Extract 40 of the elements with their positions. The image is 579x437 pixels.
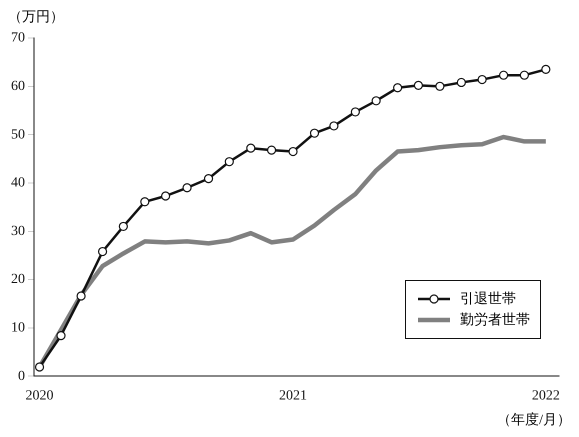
point — [246, 144, 256, 153]
point — [350, 107, 360, 117]
point — [520, 70, 529, 80]
point — [34, 362, 44, 372]
x-tick-label: 2021 — [279, 388, 308, 404]
point — [456, 78, 466, 88]
x-axis-title: （年度/月） — [497, 411, 571, 429]
y-axis-title: （万円） — [8, 9, 64, 26]
point — [310, 128, 320, 138]
point — [224, 157, 234, 166]
y-tick-label: 70 — [11, 30, 25, 46]
point — [140, 197, 150, 206]
y-tick-label: 20 — [11, 272, 25, 288]
point — [541, 64, 550, 74]
point — [56, 331, 66, 340]
y-tick-label: 50 — [11, 127, 25, 142]
point — [98, 246, 108, 256]
point — [414, 80, 423, 90]
point — [393, 83, 402, 92]
point — [478, 74, 487, 84]
x-tick-label: 2020 — [26, 388, 54, 404]
point — [182, 183, 192, 192]
point — [288, 146, 298, 156]
y-tick-label: 0 — [18, 368, 25, 384]
x-tick-label: 2022 — [532, 388, 560, 404]
point — [435, 82, 444, 91]
point — [204, 174, 214, 184]
point — [372, 96, 381, 106]
point — [266, 145, 276, 155]
y-tick-label: 60 — [11, 78, 25, 94]
y-tick-label: 40 — [11, 176, 25, 191]
point — [498, 70, 508, 80]
point — [118, 222, 128, 232]
point — [76, 291, 86, 301]
point — [160, 191, 170, 201]
y-tick-label: 30 — [11, 224, 25, 239]
y-tick-label: 10 — [11, 320, 25, 336]
legend-label: 勤労者世帯 — [460, 312, 530, 329]
legend-label: 引退世帯 — [460, 290, 516, 308]
point — [329, 121, 338, 131]
